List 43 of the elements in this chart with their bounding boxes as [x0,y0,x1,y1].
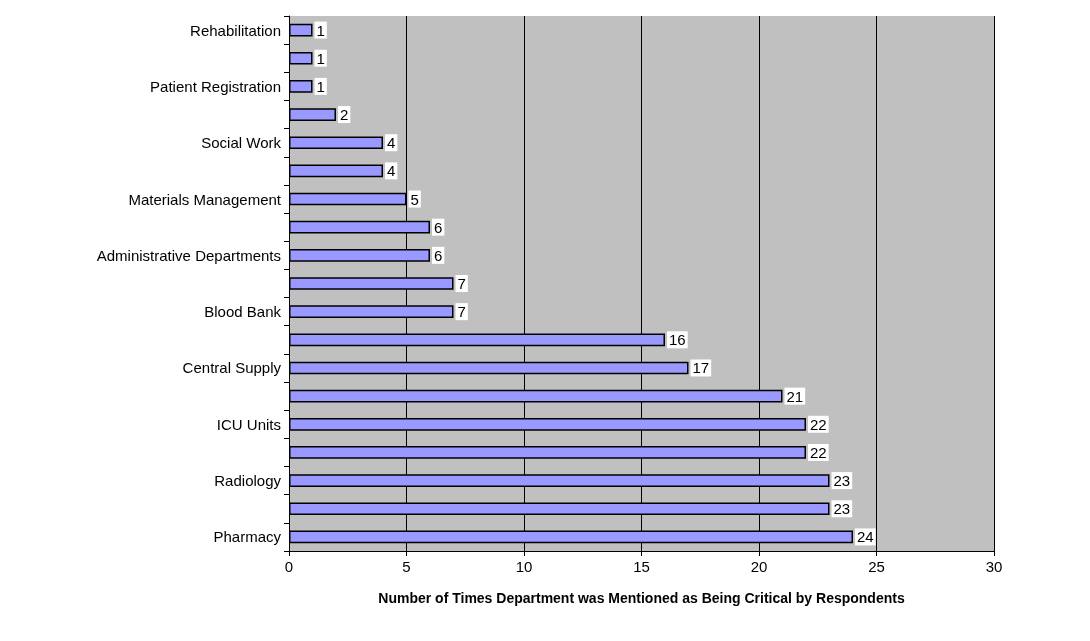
bar [289,108,336,121]
data-label: 6 [434,246,443,264]
data-label: 23 [833,500,851,518]
data-label: 6 [434,218,443,236]
x-tick-label: 15 [633,558,650,575]
data-label: 23 [833,472,851,490]
data-label: 22 [810,415,827,433]
data-label: 4 [387,134,396,152]
bar [289,80,313,93]
y-tick-label: Rehabilitation [190,21,281,39]
data-label: 1 [316,21,325,39]
data-label: 21 [786,387,804,405]
y-tick-label: Central Supply [182,359,282,377]
data-label: 1 [316,49,325,67]
data-label: 7 [457,275,466,292]
bar [289,164,383,178]
data-label: 2 [340,106,349,124]
y-tick-label: Patient Registration [150,77,281,95]
x-axis-title: Number of Times Department was Mentioned as Being Critical by Respondents [378,590,905,606]
data-label: 7 [457,303,466,321]
y-tick-label: Administrative Departments [96,246,281,264]
y-tick-label: Materials Management [128,190,282,208]
y-tick-label: Social Work [201,134,282,152]
data-label: 5 [410,190,419,208]
y-tick-label: Radiology [214,472,282,490]
y-tick-label: Blood Bank [204,303,282,321]
data-label: 4 [387,162,396,180]
y-tick-label: Pharmacy [213,528,282,546]
x-tick-label: 10 [515,558,533,575]
x-tick-label: 25 [868,558,885,575]
x-tick-label: 20 [750,558,768,575]
data-label: 16 [669,331,686,349]
data-label: 17 [692,359,710,377]
y-tick-label: ICU Units [216,415,281,433]
data-label: 1 [316,77,325,95]
data-label: 24 [857,528,874,546]
data-label: 22 [810,443,827,461]
bar [289,136,383,150]
x-tick-label: 0 [284,558,294,575]
x-tick-label: 5 [402,558,411,575]
x-tick-label: 30 [985,558,1003,575]
bar [289,51,313,65]
bar [289,23,313,37]
